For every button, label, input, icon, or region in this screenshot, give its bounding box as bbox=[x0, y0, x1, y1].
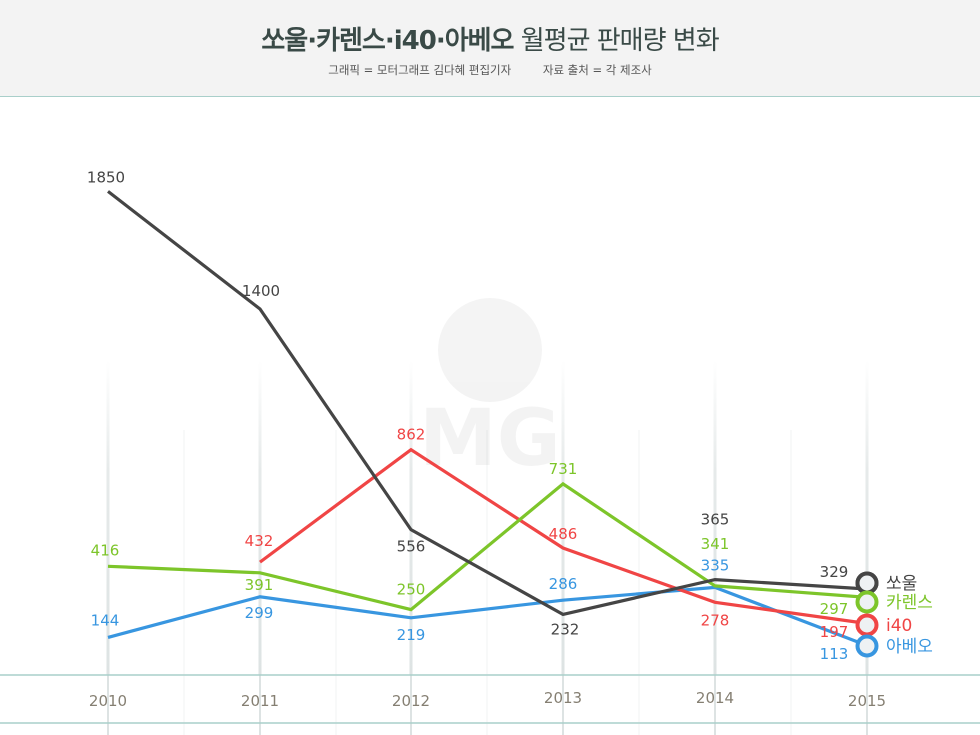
gridline-2010 bbox=[106, 360, 110, 675]
chart-title-models: 쏘울·카렌스·i40·아베오 bbox=[261, 26, 514, 56]
data-label-아베오-2010: 144 bbox=[91, 611, 120, 629]
data-label-카렌스-2012: 250 bbox=[397, 581, 426, 599]
data-label-i40-2013: 486 bbox=[549, 525, 578, 543]
data-label-쏘울-2014: 365 bbox=[701, 511, 730, 529]
gridline-2012 bbox=[409, 360, 413, 675]
motorgraph-logo-icon: MG bbox=[419, 298, 561, 484]
data-label-아베오-2012: 219 bbox=[397, 626, 426, 644]
legend-label-아베오: 아베오 bbox=[886, 637, 933, 657]
legend-marker-쏘울 bbox=[855, 571, 879, 595]
gridline-2015 bbox=[865, 360, 869, 675]
data-label-쏘울-2015: 329 bbox=[820, 563, 849, 581]
data-label-쏘울-2011: 1400 bbox=[242, 282, 280, 300]
data-label-아베오-2014: 335 bbox=[701, 556, 730, 574]
legend-label-카렌스: 카렌스 bbox=[886, 593, 933, 613]
gridline-2011 bbox=[258, 360, 262, 675]
legend-label-i40: i40 bbox=[886, 616, 912, 636]
x-tick-label: 2015 bbox=[848, 692, 886, 710]
data-label-카렌스-2011: 391 bbox=[245, 576, 274, 594]
chart-title: 쏘울·카렌스·i40·아베오 월평균 판매량 변화 bbox=[0, 20, 980, 57]
data-label-쏘울-2012: 556 bbox=[397, 538, 426, 556]
x-tick-label: 2014 bbox=[696, 689, 734, 707]
series-line-아베오 bbox=[107, 585, 868, 647]
data-label-카렌스-2015: 297 bbox=[820, 600, 849, 618]
data-label-i40-2014: 278 bbox=[701, 611, 730, 629]
legend-marker-i40 bbox=[855, 613, 879, 637]
data-label-카렌스-2014: 341 bbox=[701, 535, 730, 553]
series-line-i40 bbox=[259, 447, 868, 626]
x-tick-label: 2012 bbox=[392, 692, 430, 710]
x-tick-label: 2011 bbox=[241, 692, 279, 710]
legend-marker-카렌스 bbox=[855, 590, 879, 614]
data-label-카렌스-2010: 416 bbox=[91, 541, 120, 559]
chart-title-metric: 월평균 판매량 변화 bbox=[520, 26, 720, 56]
data-label-i40-2011: 432 bbox=[245, 532, 274, 550]
legend-label-쏘울: 쏘울 bbox=[886, 574, 917, 594]
x-tick-label: 2013 bbox=[544, 689, 582, 707]
data-label-쏘울-2013: 232 bbox=[551, 620, 580, 638]
series-line-카렌스 bbox=[107, 481, 868, 612]
vertical-gridlines bbox=[106, 360, 869, 735]
chart-header: 쏘울·카렌스·i40·아베오 월평균 판매량 변화 그래픽 = 모터그래프 김다… bbox=[0, 0, 980, 97]
credit-source: 자료 출처 = 각 제조사 bbox=[542, 63, 652, 77]
data-label-아베오-2013: 286 bbox=[549, 575, 578, 593]
data-label-쏘울-2010: 1850 bbox=[87, 168, 125, 186]
data-label-i40-2012: 862 bbox=[397, 426, 426, 444]
series-line-쏘울 bbox=[107, 190, 868, 617]
gridline-2014 bbox=[713, 360, 717, 675]
credit-graphic: 그래픽 = 모터그래프 김다혜 편집기자 bbox=[328, 63, 512, 77]
data-label-아베오-2015: 113 bbox=[820, 645, 849, 663]
data-label-카렌스-2013: 731 bbox=[549, 460, 578, 478]
data-label-i40-2015: 197 bbox=[820, 623, 849, 641]
x-tick-label: 2010 bbox=[89, 692, 127, 710]
gridline-2013 bbox=[561, 360, 565, 675]
data-label-아베오-2011: 299 bbox=[245, 604, 274, 622]
chart-credits: 그래픽 = 모터그래프 김다혜 편집기자 자료 출처 = 각 제조사 bbox=[0, 62, 980, 78]
legend-marker-아베오 bbox=[855, 634, 879, 658]
